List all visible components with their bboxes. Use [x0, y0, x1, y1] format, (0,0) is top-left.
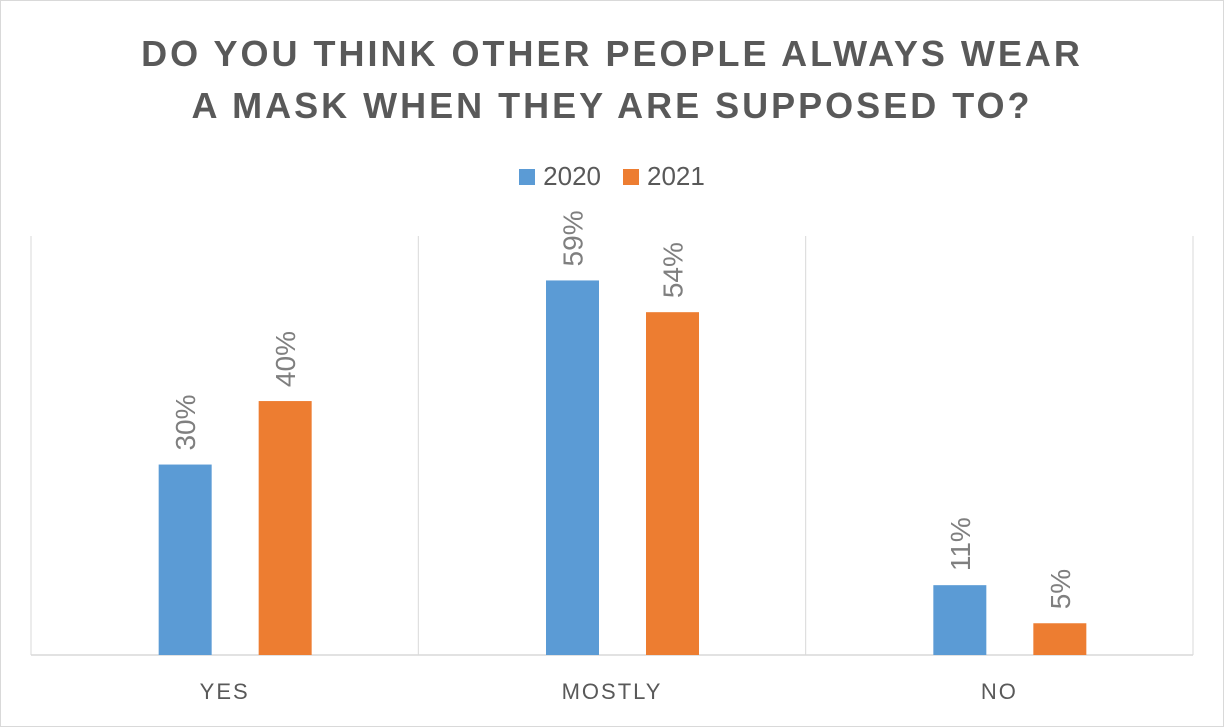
data-label-2020-no: 11% — [945, 517, 976, 571]
legend-item-2020: 2020 — [519, 161, 601, 192]
bar-2020-no — [933, 585, 987, 655]
chart-title-line-2: A MASK WHEN THEY ARE SUPPOSED TO? — [191, 85, 1033, 126]
x-tick-label-mostly: MOSTLY — [562, 679, 663, 704]
legend: 2020 2021 — [0, 161, 1224, 192]
legend-swatch-2020 — [519, 168, 536, 185]
bar-2020-mostly — [546, 280, 599, 655]
chart-title: DO YOU THINK OTHER PEOPLE ALWAYS WEAR A … — [0, 28, 1224, 132]
legend-label-2020: 2020 — [543, 161, 601, 191]
bar-2021-mostly — [646, 312, 699, 655]
data-label-2021-no: 5% — [1045, 569, 1076, 609]
legend-label-2021: 2021 — [647, 161, 705, 191]
bar-2020-yes — [158, 464, 212, 655]
chart-title-line-1: DO YOU THINK OTHER PEOPLE ALWAYS WEAR — [141, 33, 1083, 74]
x-tick-label-no: NO — [981, 679, 1018, 704]
bar-2021-no — [1033, 623, 1087, 655]
legend-swatch-2021 — [623, 168, 639, 185]
bar-2021-yes — [258, 401, 312, 655]
x-tick-label-yes: YES — [200, 679, 250, 704]
data-label-2020-mostly: 59% — [558, 210, 589, 266]
legend-item-2021: 2021 — [623, 161, 705, 192]
data-label-2021-yes: 40% — [270, 331, 301, 387]
data-label-2021-mostly: 54% — [658, 242, 689, 298]
data-label-2020-yes: 30% — [170, 394, 201, 450]
